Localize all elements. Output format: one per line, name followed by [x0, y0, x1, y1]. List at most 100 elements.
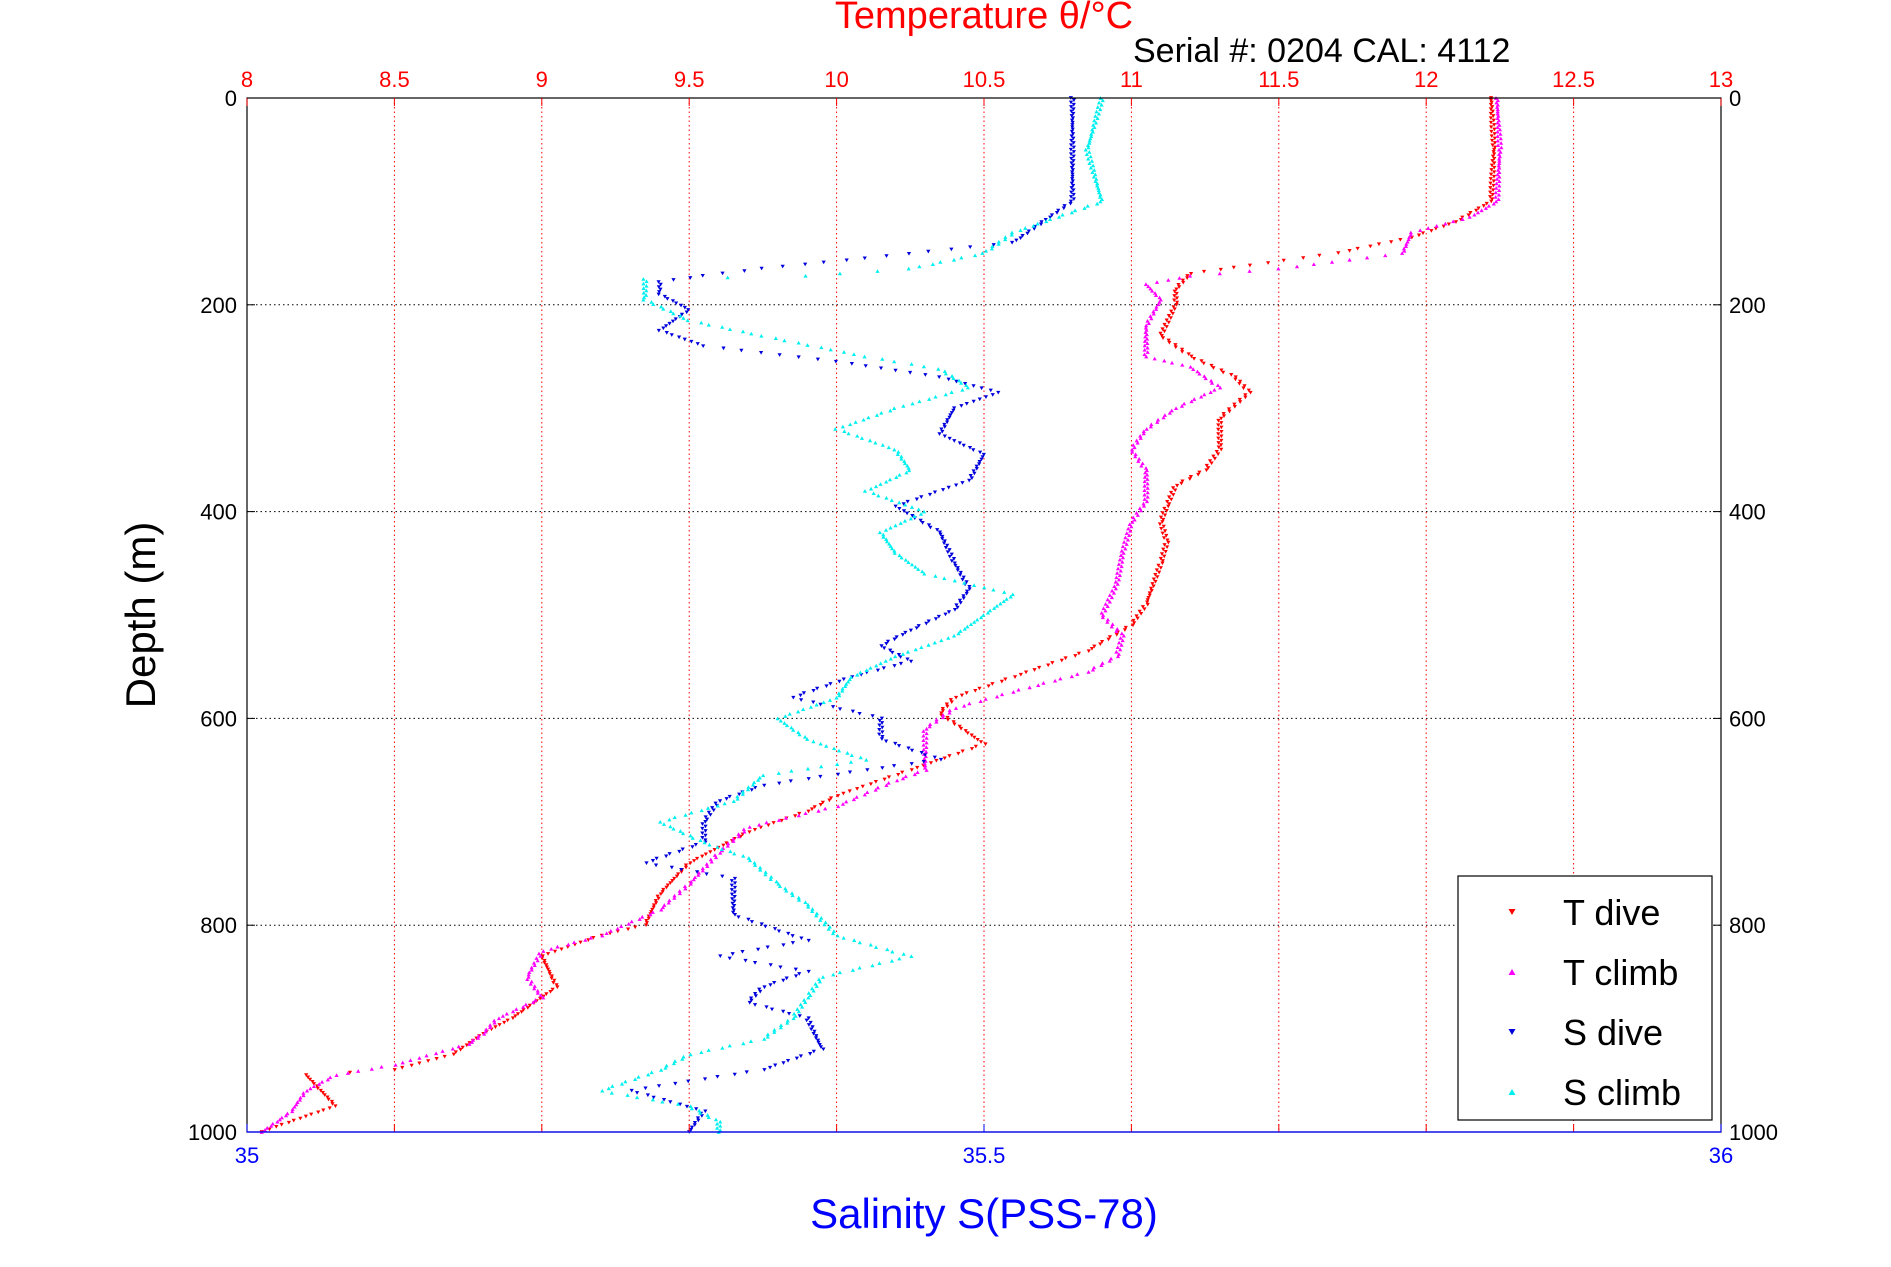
data-point	[732, 899, 737, 904]
data-point	[1418, 228, 1423, 233]
data-point	[679, 867, 684, 872]
data-point	[1172, 307, 1177, 312]
data-point	[880, 766, 885, 770]
data-point	[759, 922, 764, 927]
data-point	[678, 1102, 683, 1107]
data-point	[1092, 118, 1097, 123]
data-point	[1003, 237, 1008, 242]
data-point	[1130, 623, 1136, 628]
data-point	[1162, 543, 1167, 547]
data-point	[1216, 436, 1221, 441]
data-point	[964, 691, 969, 695]
data-point	[782, 721, 787, 725]
data-point	[1226, 407, 1232, 411]
data-point	[1174, 287, 1179, 292]
data-point	[809, 1027, 814, 1032]
data-point	[1071, 188, 1076, 192]
data-point	[1467, 215, 1472, 219]
data-point	[946, 377, 951, 382]
data-point	[424, 1053, 429, 1058]
data-point	[673, 317, 678, 321]
data-point	[924, 726, 929, 731]
data-point	[1492, 152, 1497, 157]
data-point	[626, 927, 631, 932]
data-point	[814, 984, 819, 988]
data-point	[1115, 582, 1120, 586]
data-point	[1401, 246, 1407, 251]
data-point	[1490, 192, 1495, 197]
bottom-axis-tick-label: 35.5	[963, 1143, 1006, 1168]
data-point	[1058, 676, 1063, 681]
data-point	[1158, 515, 1164, 520]
data-point	[959, 404, 964, 408]
data-point	[741, 853, 746, 858]
data-point	[1115, 654, 1121, 659]
data-point	[781, 943, 786, 947]
data-point	[822, 922, 827, 927]
data-point	[778, 718, 783, 723]
data-point	[705, 806, 711, 810]
data-point	[999, 679, 1004, 684]
chart-subtitle: Serial #: 0204 CAL: 4112	[1133, 32, 1510, 70]
data-point	[806, 991, 811, 995]
data-point	[356, 1069, 361, 1073]
data-point	[897, 506, 902, 511]
data-point	[1197, 470, 1202, 475]
data-point	[591, 936, 596, 940]
data-point	[821, 1047, 826, 1052]
data-point	[1164, 318, 1169, 323]
data-point	[918, 512, 924, 516]
data-point	[453, 1050, 458, 1054]
data-point	[679, 312, 685, 317]
data-point	[942, 425, 947, 429]
data-point	[811, 700, 816, 705]
data-point	[1091, 163, 1096, 168]
data-point	[456, 1044, 461, 1049]
data-point	[1150, 288, 1155, 293]
data-point	[1009, 232, 1014, 237]
data-point	[1096, 100, 1102, 105]
data-point	[874, 663, 879, 668]
data-point	[725, 843, 730, 848]
data-point	[1142, 475, 1148, 479]
data-point	[1095, 105, 1100, 109]
data-point	[1089, 647, 1095, 651]
data-point	[555, 985, 560, 990]
data-point	[658, 819, 663, 824]
data-point	[909, 562, 915, 567]
data-point	[492, 1018, 497, 1023]
bottom-axis-tick-label: 35	[235, 1143, 259, 1168]
data-point	[1169, 360, 1175, 365]
data-point	[845, 751, 850, 755]
data-point	[1143, 466, 1149, 470]
data-point	[1151, 577, 1156, 582]
data-point	[1148, 314, 1153, 318]
data-point	[1056, 208, 1061, 213]
data-point	[824, 684, 829, 689]
data-point	[1247, 269, 1252, 273]
data-point	[848, 422, 853, 427]
data-point	[1003, 677, 1008, 682]
data-point	[600, 1088, 605, 1093]
data-point	[1180, 278, 1185, 283]
data-point	[1495, 98, 1501, 103]
data-point	[1476, 206, 1481, 211]
data-point	[633, 1077, 638, 1081]
data-point	[795, 1007, 800, 1011]
data-point	[1032, 668, 1037, 672]
data-point	[311, 1082, 317, 1086]
data-point	[699, 320, 704, 325]
data-point	[460, 1045, 465, 1050]
data-point	[1208, 390, 1213, 394]
data-point	[1050, 661, 1055, 665]
data-point	[1216, 441, 1221, 445]
data-point	[668, 881, 673, 885]
data-point	[938, 532, 943, 537]
data-point	[1491, 179, 1496, 183]
data-point	[483, 1029, 488, 1034]
data-point	[729, 883, 734, 888]
data-point	[753, 994, 758, 998]
data-point	[1233, 375, 1238, 380]
data-point	[922, 761, 927, 766]
data-point	[797, 811, 802, 816]
